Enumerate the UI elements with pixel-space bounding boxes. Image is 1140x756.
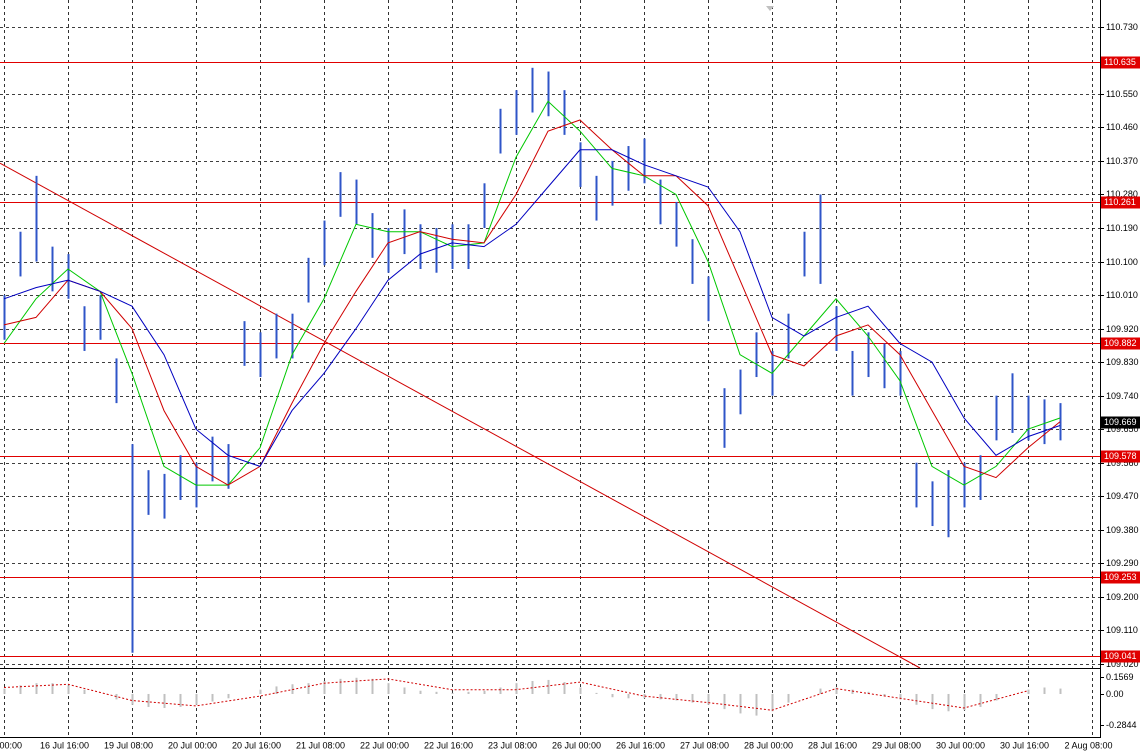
moving-average [3,100,1061,486]
moving-average [3,149,1061,468]
y-tick-label: 109.650 [1106,424,1139,434]
trendline [0,162,921,669]
level-label: 109.253 [1104,572,1137,582]
level-label: 109.882 [1104,338,1137,348]
x-tick-label: 2 Aug 08:00 [1064,740,1112,750]
x-tick-label: 28 Jul 16:00 [808,740,857,750]
y-tick-label: 109.290 [1106,558,1139,568]
y-tick-label: 110.370 [1106,156,1138,166]
y-tick-label: 110.460 [1106,122,1138,132]
current-price-label: 109.669 [1104,417,1137,427]
y-tick-label: 109.470 [1106,491,1139,501]
x-tick-label: 16 Jul 16:00 [40,740,89,750]
x-tick-label: 20 Jul 00:00 [168,740,217,750]
y-tick-label: 110.010 [1106,290,1138,300]
osc-tick-label: 0.00 [1106,689,1124,699]
level-label-bg [1101,650,1140,663]
y-tick-label: 110.730 [1106,22,1138,32]
y-tick-label: 110.550 [1106,89,1138,99]
y-tick-label: 109.380 [1106,525,1139,535]
x-tick-label: 29 Jul 08:00 [872,740,921,750]
shift-marker [766,6,774,11]
oscillator-panel [3,677,1062,716]
level-label-bg [1101,56,1140,69]
level-label-bg [1101,571,1140,584]
level-label: 110.635 [1104,57,1136,67]
y-tick-label: 109.560 [1106,458,1139,468]
x-tick-label: 26 Jul 00:00 [552,740,601,750]
y-tick-label: 109.830 [1106,357,1139,367]
x-tick-label: 00:00 [0,740,22,750]
x-tick-label: 30 Jul 00:00 [936,740,985,750]
y-tick-label: 109.110 [1106,625,1138,635]
y-tick-label: 110.280 [1106,189,1138,199]
level-label-bg [1101,337,1140,350]
x-tick-label: 22 Jul 16:00 [424,740,473,750]
x-tick-label: 20 Jul 16:00 [232,740,281,750]
level-label: 110.261 [1104,197,1136,207]
level-label: 109.041 [1104,651,1137,661]
x-tick-label: 26 Jul 16:00 [616,740,665,750]
level-label-bg [1101,450,1140,463]
osc-signal [3,678,1029,711]
x-tick-label: 22 Jul 00:00 [360,740,409,750]
price-axis: 110.730 110.550 110.460 110.370 110.280 110.1… [1100,22,1140,730]
y-tick-label: 109.740 [1106,391,1139,401]
price-panel [0,62,1100,669]
level-label: 109.578 [1104,451,1137,461]
x-tick-label: 28 Jul 00:00 [744,740,793,750]
x-tick-label: 23 Jul 08:00 [488,740,537,750]
y-tick-label: 110.190 [1106,223,1138,233]
x-tick-label: 30 Jul 16:00 [1000,740,1049,750]
moving-average [3,119,1061,486]
current-price-bg [1101,416,1140,429]
y-tick-label: 109.920 [1106,324,1139,334]
x-tick-label: 27 Jul 08:00 [680,740,729,750]
grid: 00:00 16 Jul 16:00 19 Jul 08:00 20 Jul 00:0… [0,0,1113,750]
y-tick-label: 109.020 [1106,659,1139,669]
level-label-bg [1101,196,1140,209]
y-tick-label: 109.200 [1106,592,1139,602]
osc-tick-label: -0.2844 [1106,720,1137,730]
osc-tick-label: 0.1569 [1106,672,1134,682]
x-tick-label: 21 Jul 08:00 [296,740,345,750]
x-tick-label: 19 Jul 08:00 [104,740,153,750]
y-tick-label: 110.100 [1106,257,1138,267]
